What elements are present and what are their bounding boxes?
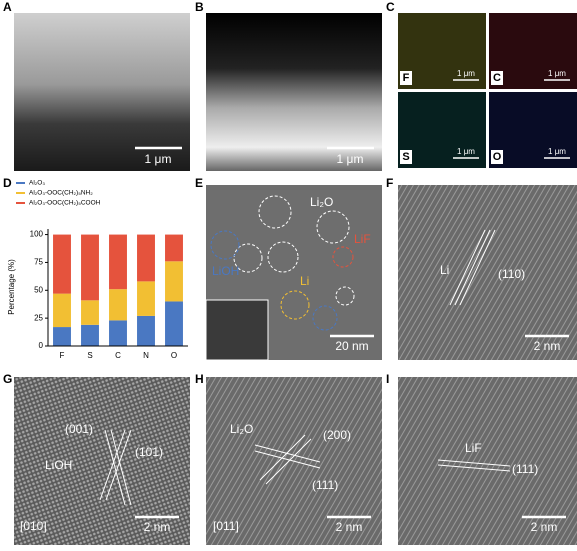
bar-segment (137, 315, 155, 346)
stem-image (206, 13, 382, 171)
annotation: (111) (312, 478, 338, 492)
annotation: (111) (512, 462, 538, 476)
annotation: (200) (323, 428, 351, 442)
annotation: (110) (498, 267, 525, 281)
scale-bar-label: 2 nm (531, 520, 558, 534)
lattice-lines (99, 429, 132, 506)
element-label: O (493, 151, 502, 163)
scale-bar-label: 1 μm (548, 147, 566, 156)
panel-label: G (3, 372, 12, 386)
annotation: LiOH (45, 458, 72, 472)
legend-label: Al₂O₃ (29, 180, 45, 187)
x-tick-label: N (143, 351, 149, 360)
scale-bar-label: 1 μm (457, 69, 475, 78)
hrtem-image (398, 185, 577, 360)
element-label: F (403, 72, 410, 84)
x-tick-label: C (115, 351, 121, 360)
annotation: Li (300, 274, 309, 288)
scale-bar-label: 1 μm (548, 69, 566, 78)
element-label: C (493, 72, 501, 84)
panel-label: A (3, 0, 12, 14)
eds-map (489, 13, 577, 89)
annotation: Li₂O (230, 422, 253, 436)
scale-bar-label: 2 nm (534, 339, 561, 353)
bar-segment (109, 289, 127, 321)
y-tick-label: 25 (34, 313, 43, 322)
stacked-bar-chart: Percentage (%) 0 25 50 75 100 Al₂O₃ Al₂O₃-OOC(… (7, 180, 188, 360)
eds-map (489, 92, 577, 168)
element-label: S (402, 151, 409, 163)
scale-bar-label: 20 nm (335, 339, 368, 353)
fft-inset (205, 299, 269, 361)
legend-label: Al₂O₃-OOC(CH₂)₅COOH (29, 200, 101, 207)
bar-segment (165, 261, 183, 302)
zone-axis: [011] (213, 519, 239, 533)
y-tick-label: 100 (30, 230, 44, 239)
legend-swatch (16, 192, 25, 194)
scale-bar-label: 1 μm (337, 152, 364, 166)
annotation: (101) (135, 445, 163, 459)
region-circles (210, 195, 355, 331)
annotation: (001) (65, 422, 93, 436)
bar-segment (81, 300, 99, 325)
panel-label: F (386, 176, 393, 190)
lattice-lines (254, 434, 321, 485)
y-tick-label: 50 (34, 285, 43, 294)
panel-labels: A B C D E F G H I (3, 0, 395, 386)
scale-bar-label: 2 nm (336, 520, 363, 534)
tem-image (14, 13, 190, 171)
eds-maps: F C S O 1 μm 1 μm 1 μm 1 μm (400, 69, 570, 164)
bar-segment (165, 234, 183, 262)
eds-map (398, 13, 486, 89)
x-tick-label: F (60, 351, 65, 360)
annotation: LiF (354, 232, 371, 246)
x-tick-label: O (171, 351, 177, 360)
panel-label: E (195, 176, 203, 190)
x-tick-label: S (87, 351, 92, 360)
scale-bar-label: 1 μm (457, 147, 475, 156)
bar-segment (53, 234, 71, 294)
bar-segment (109, 320, 127, 346)
panel-label: I (386, 372, 389, 386)
annotation: Li (440, 263, 449, 277)
bar-segment (165, 301, 183, 346)
legend-label: Al₂O₃-OOC(CH₂)₅NH₂ (29, 190, 93, 197)
panel-label: H (195, 372, 204, 386)
panel-label: D (3, 176, 12, 190)
bar-segment (137, 281, 155, 316)
zone-axis: [010] (20, 519, 47, 533)
panel-label: C (386, 0, 395, 14)
lattice-lines (449, 229, 496, 306)
y-tick-label: 0 (39, 341, 44, 350)
panel-label: B (195, 0, 204, 14)
annotation: Li₂O (310, 195, 333, 209)
bar-segment (81, 324, 99, 346)
bar-segment (137, 234, 155, 282)
bar-segment (81, 234, 99, 301)
eds-map (398, 92, 486, 168)
y-tick-label: 75 (34, 258, 43, 267)
bar-segment (109, 234, 127, 290)
scale-bar-label: 1 μm (145, 152, 172, 166)
lattice-lines (437, 459, 511, 472)
annotation: LiF (465, 441, 482, 455)
scale-bar-label: 2 nm (144, 520, 171, 534)
annotation: LiOH (212, 264, 239, 278)
bar-segment (53, 327, 71, 346)
bar-segment (53, 293, 71, 328)
legend-swatch (16, 182, 25, 184)
y-axis-label: Percentage (%) (7, 259, 16, 315)
legend-swatch (16, 202, 25, 204)
